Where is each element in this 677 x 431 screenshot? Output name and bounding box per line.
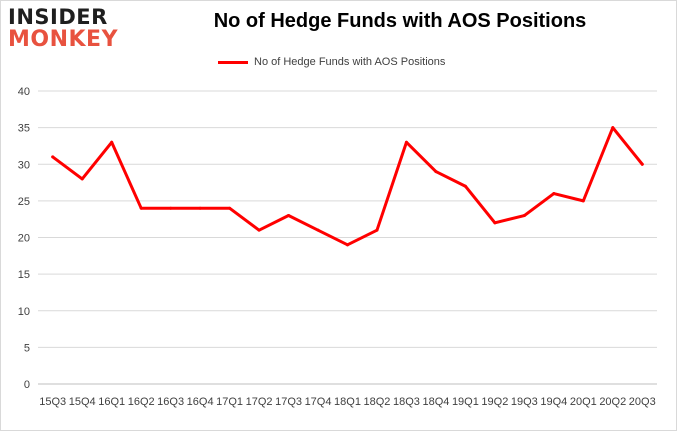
x-tick-label: 16Q1 bbox=[98, 396, 125, 408]
data-point bbox=[139, 206, 143, 210]
data-point bbox=[434, 170, 438, 174]
x-tick-label: 19Q3 bbox=[511, 396, 538, 408]
x-tick-label: 17Q4 bbox=[305, 396, 332, 408]
x-tick-label: 15Q3 bbox=[39, 396, 66, 408]
y-tick-label: 15 bbox=[18, 269, 30, 281]
data-point bbox=[463, 184, 467, 188]
data-point bbox=[228, 206, 232, 210]
insider-monkey-logo: INSIDER MONKEY bbox=[8, 6, 126, 52]
y-tick-label: 20 bbox=[18, 233, 30, 245]
y-tick-label: 10 bbox=[18, 306, 30, 318]
data-point bbox=[169, 206, 173, 210]
x-tick-label: 17Q2 bbox=[246, 396, 273, 408]
data-point bbox=[404, 140, 408, 144]
chart-legend: No of Hedge Funds with AOS Positions bbox=[218, 54, 445, 70]
x-tick-label: 19Q4 bbox=[540, 396, 567, 408]
y-tick-label: 40 bbox=[18, 86, 30, 98]
x-tick-label: 16Q3 bbox=[157, 396, 184, 408]
data-point bbox=[493, 221, 497, 225]
x-tick-label: 20Q2 bbox=[599, 396, 626, 408]
legend-label: No of Hedge Funds with AOS Positions bbox=[254, 56, 446, 68]
data-point bbox=[110, 140, 114, 144]
logo-top-text: INSIDER bbox=[8, 5, 108, 29]
x-tick-label: 20Q1 bbox=[570, 396, 597, 408]
data-point bbox=[80, 177, 84, 181]
x-tick-label: 18Q1 bbox=[334, 396, 361, 408]
chart-title: No of Hedge Funds with AOS Positions bbox=[213, 10, 587, 32]
y-tick-label: 5 bbox=[24, 342, 30, 354]
data-point bbox=[316, 228, 320, 232]
x-tick-label: 19Q1 bbox=[452, 396, 479, 408]
y-tick-label: 25 bbox=[18, 196, 30, 208]
x-tick-label: 17Q1 bbox=[216, 396, 243, 408]
x-tick-label: 15Q4 bbox=[69, 396, 96, 408]
data-point bbox=[257, 228, 261, 232]
x-tick-label: 16Q4 bbox=[187, 396, 214, 408]
x-tick-label: 19Q2 bbox=[481, 396, 508, 408]
series-line bbox=[51, 126, 644, 247]
logo-bottom-text: MONKEY bbox=[8, 27, 119, 52]
y-tick-label: 30 bbox=[18, 159, 30, 171]
data-point bbox=[346, 243, 349, 247]
x-tick-label: 17Q3 bbox=[275, 396, 302, 408]
data-point bbox=[611, 126, 615, 130]
data-point bbox=[375, 228, 379, 232]
x-tick-label: 20Q3 bbox=[629, 396, 656, 408]
x-tick-label: 18Q2 bbox=[364, 396, 391, 408]
x-tick-label: 18Q4 bbox=[422, 396, 449, 408]
data-point bbox=[522, 214, 526, 218]
data-point bbox=[552, 192, 556, 196]
y-tick-label: 35 bbox=[18, 123, 30, 135]
x-tick-label: 16Q2 bbox=[128, 396, 155, 408]
y-tick-label: 0 bbox=[24, 379, 30, 391]
legend-swatch bbox=[218, 60, 248, 64]
data-point bbox=[640, 162, 644, 166]
data-point bbox=[581, 199, 585, 203]
data-point bbox=[198, 206, 202, 210]
x-tick-label: 18Q3 bbox=[393, 396, 420, 408]
data-point bbox=[51, 155, 55, 159]
data-point bbox=[287, 214, 291, 218]
